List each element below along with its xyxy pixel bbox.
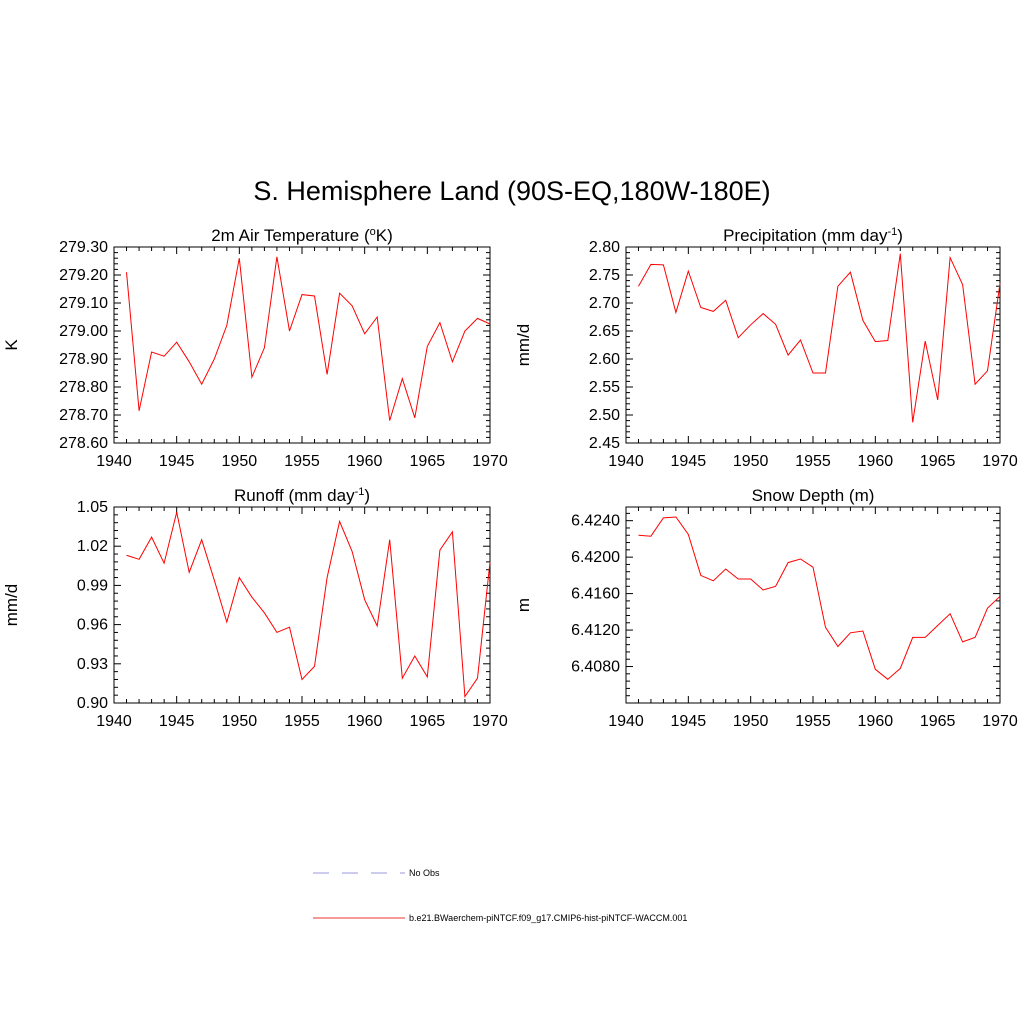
- panel-title: Snow Depth (m): [752, 486, 875, 505]
- panel-title-suffix: K): [376, 226, 393, 245]
- x-tick-label: 1945: [159, 453, 195, 470]
- y-tick-label: 2.45: [589, 435, 620, 452]
- plot-frame: [625, 246, 1001, 444]
- x-tick-label: 1960: [858, 713, 894, 730]
- x-tick-label: 1970: [982, 453, 1018, 470]
- x-tick-label: 1945: [671, 713, 707, 730]
- y-tick-label: 1.05: [77, 499, 108, 516]
- y-tick-label: 278.80: [59, 379, 108, 396]
- y-tick-label: 0.99: [77, 577, 108, 594]
- x-tick-label: 1940: [608, 453, 644, 470]
- y-tick-label: 279.10: [59, 295, 108, 312]
- panel-title-text: 2m Air Temperature (: [211, 226, 370, 245]
- x-tick-label: 1940: [96, 453, 132, 470]
- x-tick-label: 1940: [608, 713, 644, 730]
- x-tick-label: 1945: [671, 453, 707, 470]
- x-tick-label: 1970: [472, 713, 508, 730]
- x-tick-label: 1960: [347, 453, 383, 470]
- y-tick-label: 6.4200: [571, 549, 620, 566]
- y-tick-label: 278.90: [59, 351, 108, 368]
- legend-label-no-obs: No Obs: [409, 868, 440, 878]
- x-tick-label: 1955: [795, 453, 831, 470]
- x-tick-label: 1965: [410, 453, 446, 470]
- plot-frame: [113, 246, 491, 444]
- x-tick-label: 1945: [159, 713, 195, 730]
- chart-air-temperature: 2m Air Temperature (oK) K 1940 1945 1950 1955…: [2, 226, 508, 470]
- x-tick-label: 1950: [733, 713, 769, 730]
- panel-title: Runoff (mm day-1): [234, 486, 370, 505]
- series-line: [638, 253, 1001, 423]
- y-tick-label: 0.93: [77, 656, 108, 673]
- y-tick-label: 6.4120: [571, 622, 620, 639]
- x-tick-label: 1970: [472, 453, 508, 470]
- y-tick-label: 2.80: [589, 239, 620, 256]
- figure-title: S. Hemisphere Land (90S-EQ,180W-180E): [253, 176, 770, 206]
- y-tick-label: 6.4240: [571, 513, 620, 530]
- y-axis-label: mm/d: [2, 584, 21, 627]
- panel-title: 2m Air Temperature (oK): [211, 226, 393, 245]
- x-tick-label: 1960: [347, 713, 383, 730]
- panel-title-superscript: o: [370, 226, 376, 238]
- x-tick-label: 1950: [733, 453, 769, 470]
- x-tick-label: 1955: [795, 713, 831, 730]
- x-tick-label: 1955: [284, 453, 320, 470]
- panel-title-superscript: -1: [355, 486, 365, 498]
- y-tick-label: 2.65: [589, 323, 620, 340]
- y-tick-label: 2.60: [589, 351, 620, 368]
- panel-title: Precipitation (mm day-1): [723, 226, 903, 245]
- y-tick-label: 278.70: [59, 407, 108, 424]
- x-tick-label: 1960: [858, 453, 894, 470]
- y-tick-label: 279.20: [59, 267, 108, 284]
- series-line: [126, 256, 491, 421]
- x-tick-label: 1940: [96, 713, 132, 730]
- panels: 2m Air Temperature (oK) K 1940 1945 1950 1955…: [2, 226, 1018, 730]
- legend-label-model-run: b.e21.BWaerchem-piNTCF.f09_g17.CMIP6-his…: [409, 913, 687, 923]
- plot-frame: [625, 506, 1001, 704]
- x-tick-label: 1965: [920, 453, 956, 470]
- chart-snow-depth: Snow Depth (m) m 1940 1945 1950 1955 1960 1965 1…: [514, 486, 1018, 730]
- y-tick-label: 279.30: [59, 239, 108, 256]
- y-axis-label: K: [2, 339, 21, 351]
- y-tick-label: 279.00: [59, 323, 108, 340]
- panel-title-text: Runoff (mm day: [234, 486, 355, 505]
- panel-title-text: Precipitation (mm day: [723, 226, 888, 245]
- y-tick-label: 2.70: [589, 295, 620, 312]
- y-tick-label: 0.96: [77, 617, 108, 634]
- x-tick-label: 1970: [982, 713, 1018, 730]
- x-tick-label: 1950: [222, 713, 258, 730]
- x-tick-label: 1965: [410, 713, 446, 730]
- chart-runoff: Runoff (mm day-1) mm/d 1940 1945 1950 1955 196…: [2, 486, 508, 730]
- x-tick-label: 1955: [284, 713, 320, 730]
- panel-title-superscript: -1: [887, 226, 897, 238]
- legend: No Obs b.e21.BWaerchem-piNTCF.f09_g17.CM…: [313, 868, 687, 923]
- panel-title-text: Snow Depth (m): [752, 486, 875, 505]
- y-axis-label: m: [514, 598, 533, 612]
- series-line: [126, 512, 491, 698]
- y-tick-label: 1.02: [77, 538, 108, 555]
- panel-title-suffix: ): [897, 226, 903, 245]
- y-tick-label: 2.55: [589, 379, 620, 396]
- y-tick-label: 0.90: [77, 695, 108, 712]
- y-tick-label: 2.75: [589, 267, 620, 284]
- panel-title-suffix: ): [364, 486, 370, 505]
- y-tick-label: 278.60: [59, 435, 108, 452]
- y-tick-label: 6.4080: [571, 659, 620, 676]
- x-tick-label: 1965: [920, 713, 956, 730]
- x-tick-label: 1950: [222, 453, 258, 470]
- y-axis-label: mm/d: [514, 324, 533, 367]
- series-line: [638, 516, 1001, 680]
- y-tick-label: 6.4160: [571, 586, 620, 603]
- chart-precipitation: Precipitation (mm day-1) mm/d 1940 1945 1950…: [514, 226, 1018, 470]
- y-tick-label: 2.50: [589, 407, 620, 424]
